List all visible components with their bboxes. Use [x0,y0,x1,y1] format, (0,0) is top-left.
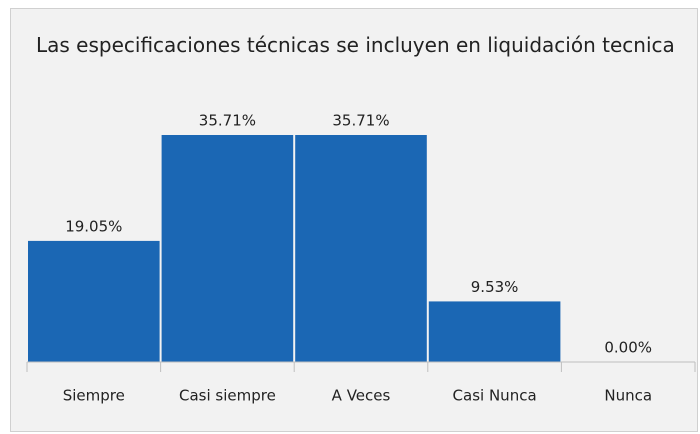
bar [28,240,160,362]
bar [295,135,427,362]
x-tick-label: Siempre [63,387,125,405]
data-label: 19.05% [65,217,122,235]
data-label: 9.53% [471,278,519,296]
x-tick-label: Casi Nunca [453,387,537,405]
data-label: 35.71% [199,112,256,130]
bar [161,135,294,362]
chart-title: Las especificaciones técnicas se incluye… [36,33,675,57]
x-tick-label: A Veces [332,387,391,405]
x-tick-label: Casi siempre [179,387,276,405]
data-label: 35.71% [332,112,389,130]
data-label: 0.00% [604,339,652,357]
x-tick-label: Nunca [604,387,652,405]
bar [428,301,561,362]
